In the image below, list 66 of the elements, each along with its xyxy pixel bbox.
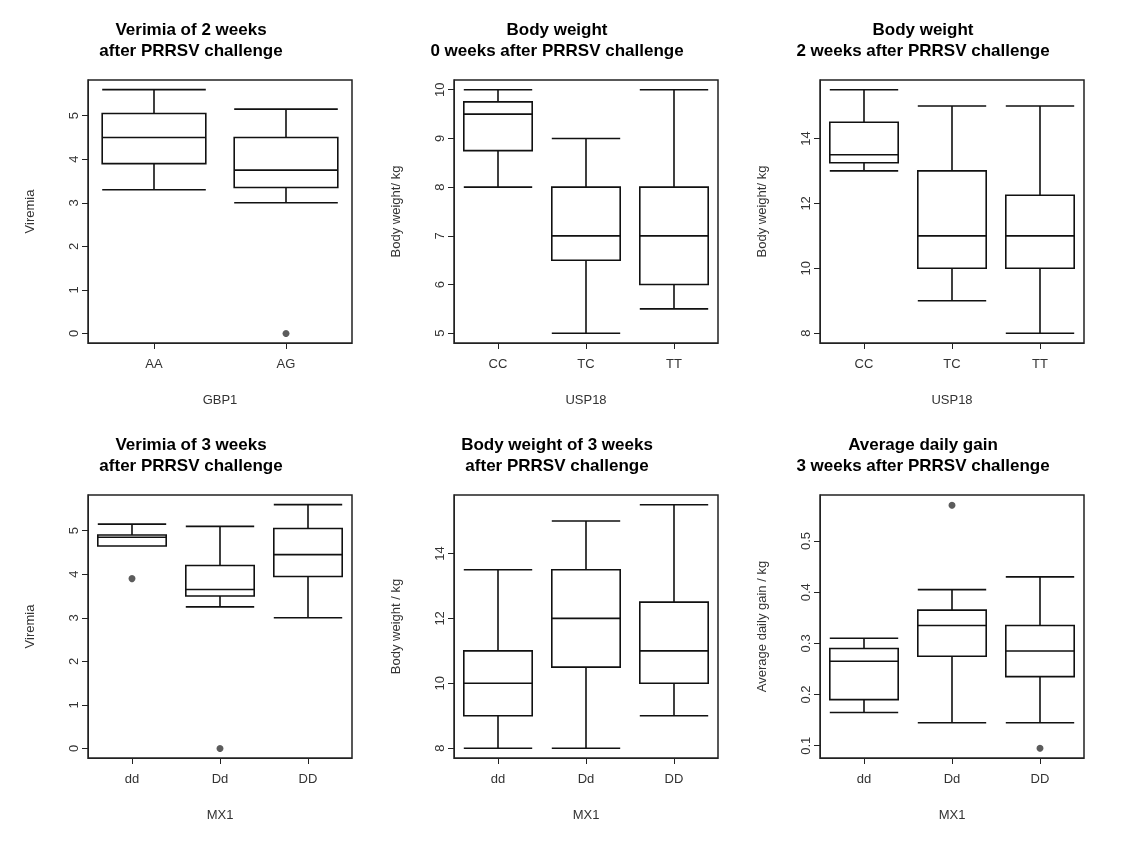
- y-tick-label: 4: [66, 155, 81, 163]
- y-tick-label: 2: [66, 242, 81, 250]
- y-tick-label: 0.3: [798, 634, 813, 653]
- y-tick-label: 0.5: [798, 532, 813, 551]
- y-tick-label: 0.4: [798, 583, 813, 602]
- chart-title: Verimia of 3 weeks after PRRSV challenge: [99, 435, 283, 475]
- y-tick-label: 7: [432, 232, 447, 240]
- x-tick-label: TT: [666, 356, 682, 371]
- y-tick-label: 0.2: [798, 685, 813, 704]
- y-tick-label: 8: [432, 183, 447, 191]
- x-axis-title: MX1: [206, 807, 234, 822]
- y-tick-label: 5: [66, 527, 81, 535]
- x-tick-label: DD: [664, 771, 684, 786]
- y-axis-title: Body weight / kg: [388, 578, 403, 675]
- x-tick-label: Dd: [211, 771, 229, 786]
- x-tick-label: DD: [298, 771, 318, 786]
- y-tick-label: 4: [66, 570, 81, 578]
- y-tick-label: 0.1: [798, 736, 813, 755]
- x-axis-title: MX1: [572, 807, 600, 822]
- x-tick-label: dd: [856, 771, 872, 786]
- chart-title: Body weight 0 weeks after PRRSV challenge: [430, 20, 684, 60]
- y-axis-title: Body weight/ kg: [754, 165, 769, 258]
- x-axis-title: USP18: [931, 392, 973, 407]
- chart-title: Verimia of 2 weeks after PRRSV challenge: [99, 20, 283, 60]
- x-tick-label: dd: [124, 771, 140, 786]
- y-tick-label: 14: [432, 546, 447, 561]
- x-tick-label: DD: [1030, 771, 1050, 786]
- y-axis-title: Body weight/ kg: [388, 165, 403, 258]
- y-tick-label: 2: [66, 657, 81, 665]
- y-tick-label: 6: [432, 280, 447, 289]
- x-axis-title: USP18: [565, 392, 607, 407]
- x-axis-title: GBP1: [202, 392, 238, 407]
- y-tick-label: 0: [66, 744, 81, 753]
- x-tick-label: AA: [145, 356, 163, 371]
- x-tick-label: TT: [1032, 356, 1048, 371]
- x-axis-title: MX1: [938, 807, 966, 822]
- y-tick-label: 12: [798, 196, 813, 211]
- y-axis-title: Average daily gain / kg: [754, 560, 769, 693]
- x-tick-label: TC: [943, 356, 961, 371]
- y-tick-label: 5: [432, 329, 447, 337]
- x-tick-label: Dd: [577, 771, 595, 786]
- x-tick-label: Dd: [943, 771, 961, 786]
- y-tick-label: 3: [66, 199, 81, 207]
- x-tick-label: AG: [276, 356, 296, 371]
- y-axis-title: Viremia: [22, 188, 37, 234]
- y-axis-title: Viremia: [22, 603, 37, 649]
- y-tick-label: 1: [66, 701, 81, 709]
- x-tick-label: TC: [577, 356, 595, 371]
- y-tick-label: 9: [432, 134, 447, 143]
- y-tick-label: 10: [798, 261, 813, 276]
- y-tick-label: 8: [798, 329, 813, 337]
- y-tick-label: 14: [798, 131, 813, 146]
- x-tick-label: CC: [488, 356, 508, 371]
- x-tick-label: CC: [854, 356, 874, 371]
- y-tick-label: 12: [432, 611, 447, 626]
- y-tick-label: 1: [66, 286, 81, 294]
- y-tick-label: 3: [66, 614, 81, 622]
- chart-title: Average daily gain 3 weeks after PRRSV challenge: [796, 435, 1050, 475]
- y-tick-label: 8: [432, 744, 447, 752]
- y-tick-label: 0: [66, 329, 81, 338]
- chart-title: Body weight of 3 weeks after PRRSV challenge: [461, 435, 653, 475]
- y-tick-label: 5: [66, 112, 81, 120]
- x-tick-label: dd: [490, 771, 506, 786]
- y-tick-label: 10: [432, 82, 447, 97]
- chart-title: Body weight 2 weeks after PRRSV challenge: [796, 20, 1050, 60]
- y-tick-label: 10: [432, 676, 447, 691]
